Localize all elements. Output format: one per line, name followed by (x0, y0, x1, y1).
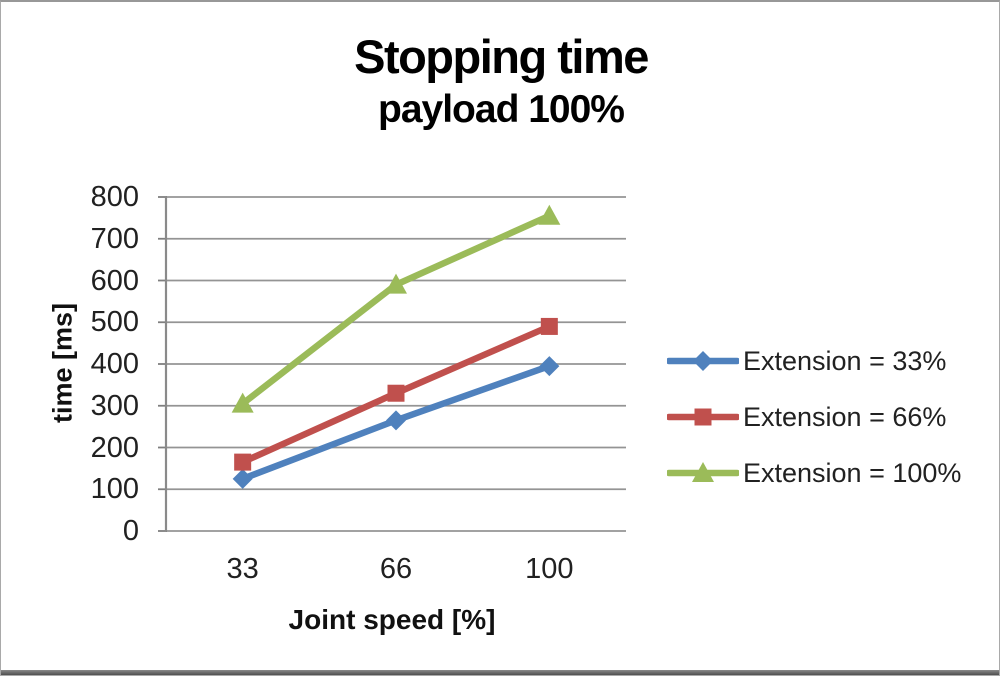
title-block: Stopping time payload 100% (1, 28, 999, 134)
legend: Extension = 33% Extension = 66% Extensio… (665, 341, 962, 493)
y-tick-label: 300 (90, 389, 139, 422)
legend-marker-diamond-icon (665, 348, 741, 374)
legend-label: Extension = 66% (743, 401, 947, 432)
x-tick-label: 100 (525, 553, 574, 585)
y-tick-label: 600 (90, 264, 139, 297)
legend-marker-square-icon (665, 404, 741, 430)
x-tick-label: 33 (226, 553, 259, 585)
y-tick-label: 100 (90, 473, 139, 506)
y-tick-label: 500 (90, 306, 139, 339)
y-tick-label: 200 (90, 431, 139, 464)
legend-label: Extension = 33% (743, 345, 947, 376)
plot-area (158, 196, 626, 532)
chart-title: Stopping time (354, 30, 649, 83)
legend-label: Extension = 100% (743, 457, 962, 488)
y-tick-label: 400 (90, 348, 139, 380)
legend-item: Extension = 33% (665, 341, 961, 381)
chart-subtitle: payload 100% (378, 88, 625, 131)
y-tick-label: 0 (122, 515, 139, 547)
frame-bottom-edge (1, 670, 999, 675)
legend-marker-triangle-icon (665, 460, 741, 486)
y-tick-label: 800 (90, 181, 139, 213)
x-axis-title: Joint speed [%] (288, 604, 496, 635)
x-tick-label: 66 (379, 553, 413, 585)
y-tick-label: 700 (90, 222, 139, 255)
legend-item: Extension = 66% (665, 397, 961, 437)
legend-item: Extension = 100% (665, 453, 962, 493)
